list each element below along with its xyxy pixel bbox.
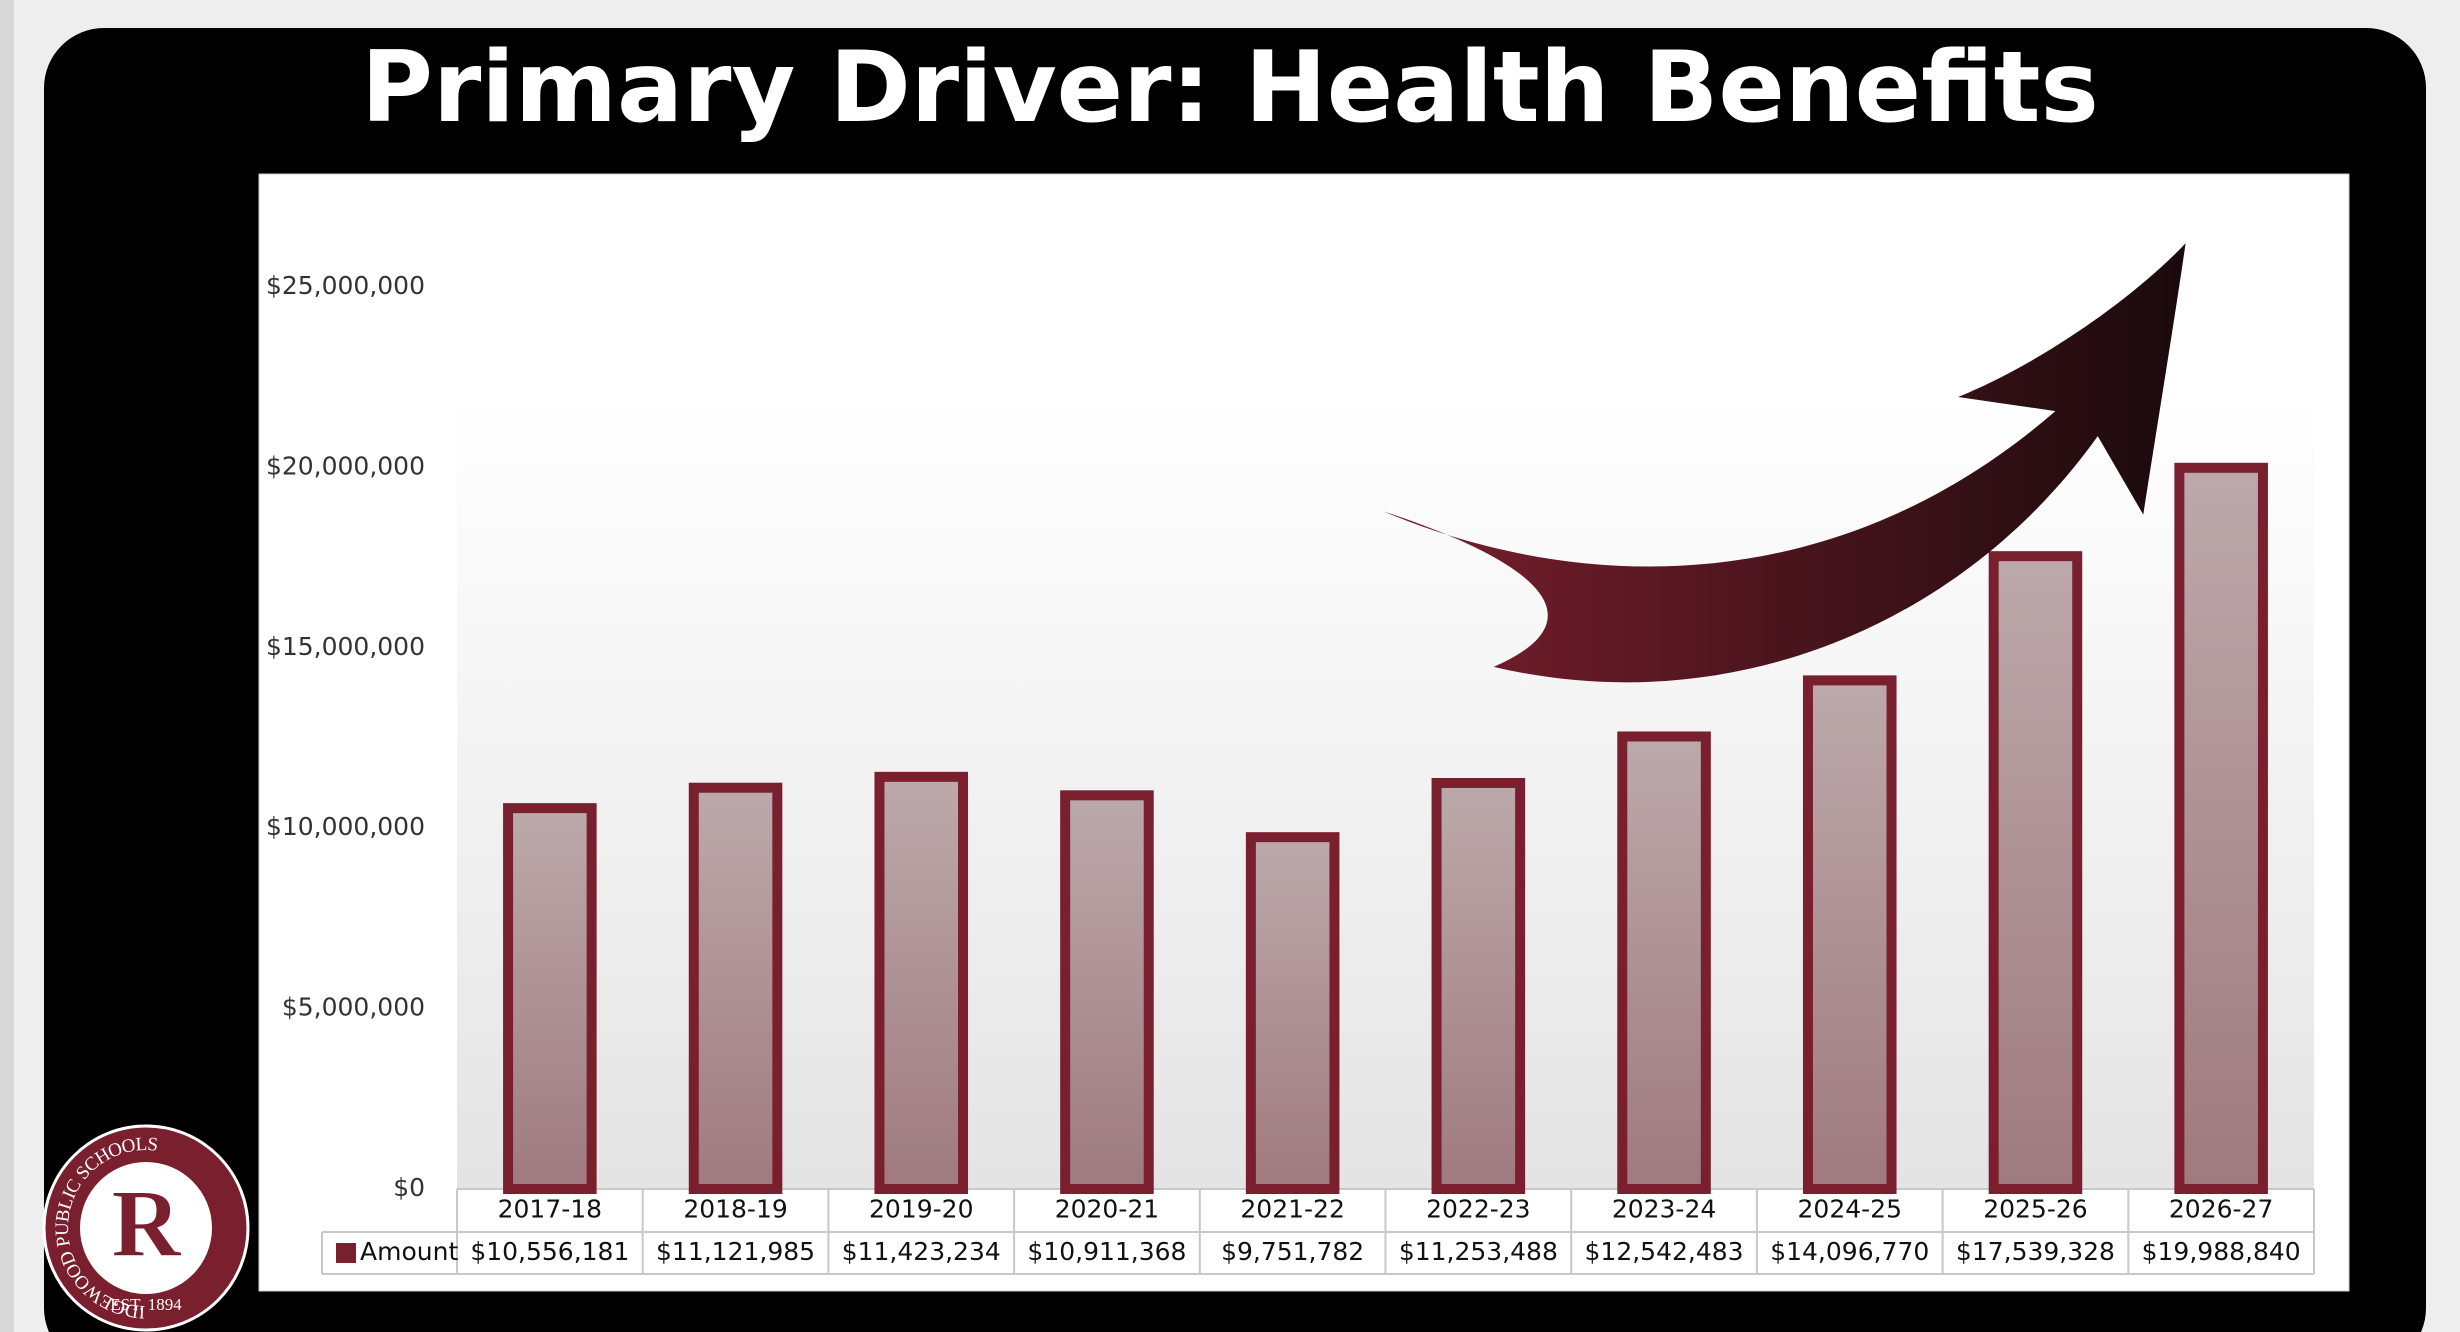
bar [1245, 832, 1340, 1194]
x-tick-label: 2019-20 [869, 1195, 973, 1224]
x-tick-label: 2025-26 [1983, 1195, 2087, 1224]
chart-title: Primary Driver: Health Benefits [361, 31, 2099, 145]
value-label: $17,539,328 [1956, 1237, 2115, 1266]
bar [1431, 777, 1526, 1195]
value-label: $11,253,488 [1399, 1237, 1558, 1266]
y-tick-label: $5,000,000 [282, 993, 425, 1022]
x-tick-label: 2017-18 [498, 1195, 602, 1224]
x-tick-label: 2022-23 [1426, 1195, 1530, 1224]
logo-center [80, 1162, 212, 1294]
bar [688, 782, 783, 1195]
bar [503, 803, 597, 1194]
edge [0, 0, 14, 1332]
y-tick-label: $15,000,000 [266, 632, 425, 661]
value-label: $19,988,840 [2142, 1237, 2301, 1266]
legend-key [336, 1243, 356, 1263]
x-tick-label: 2024-25 [1798, 1195, 1902, 1224]
bar [1988, 551, 2083, 1194]
value-label: $14,096,770 [1770, 1237, 1929, 1266]
x-tick-label: 2021-22 [1240, 1195, 1344, 1224]
legend-label: Amount [360, 1237, 458, 1266]
logo-established: EST. 1894 [110, 1295, 182, 1314]
logo-letter: R [111, 1170, 182, 1277]
trend-arrow [1383, 243, 2186, 683]
value-label: $11,423,234 [842, 1237, 1001, 1266]
y-tick-label: $10,000,000 [266, 812, 425, 841]
bar [874, 771, 969, 1194]
x-tick-label: 2018-19 [683, 1195, 787, 1224]
value-label: $9,751,782 [1221, 1237, 1364, 1266]
x-tick-label: 2026-27 [2169, 1195, 2273, 1224]
value-label: $12,542,483 [1585, 1237, 1744, 1266]
y-tick-label: $0 [393, 1173, 425, 1202]
chart: $0 $5,000,000 $10,000,000 $15,000,000 $20,00… [266, 271, 2315, 1275]
bar [1802, 675, 1897, 1194]
y-tick-label: $20,000,000 [266, 451, 425, 480]
value-label: $10,556,181 [470, 1237, 629, 1266]
x-tick-label: 2020-21 [1055, 1195, 1159, 1224]
x-tick-label: 2023-24 [1612, 1195, 1716, 1224]
y-tick-label: $25,000,000 [266, 271, 425, 300]
bar [2174, 462, 2268, 1194]
bar [1060, 790, 1154, 1195]
value-label: $10,911,368 [1027, 1237, 1186, 1266]
value-label: $11,121,985 [656, 1237, 815, 1266]
bar [1617, 731, 1711, 1194]
